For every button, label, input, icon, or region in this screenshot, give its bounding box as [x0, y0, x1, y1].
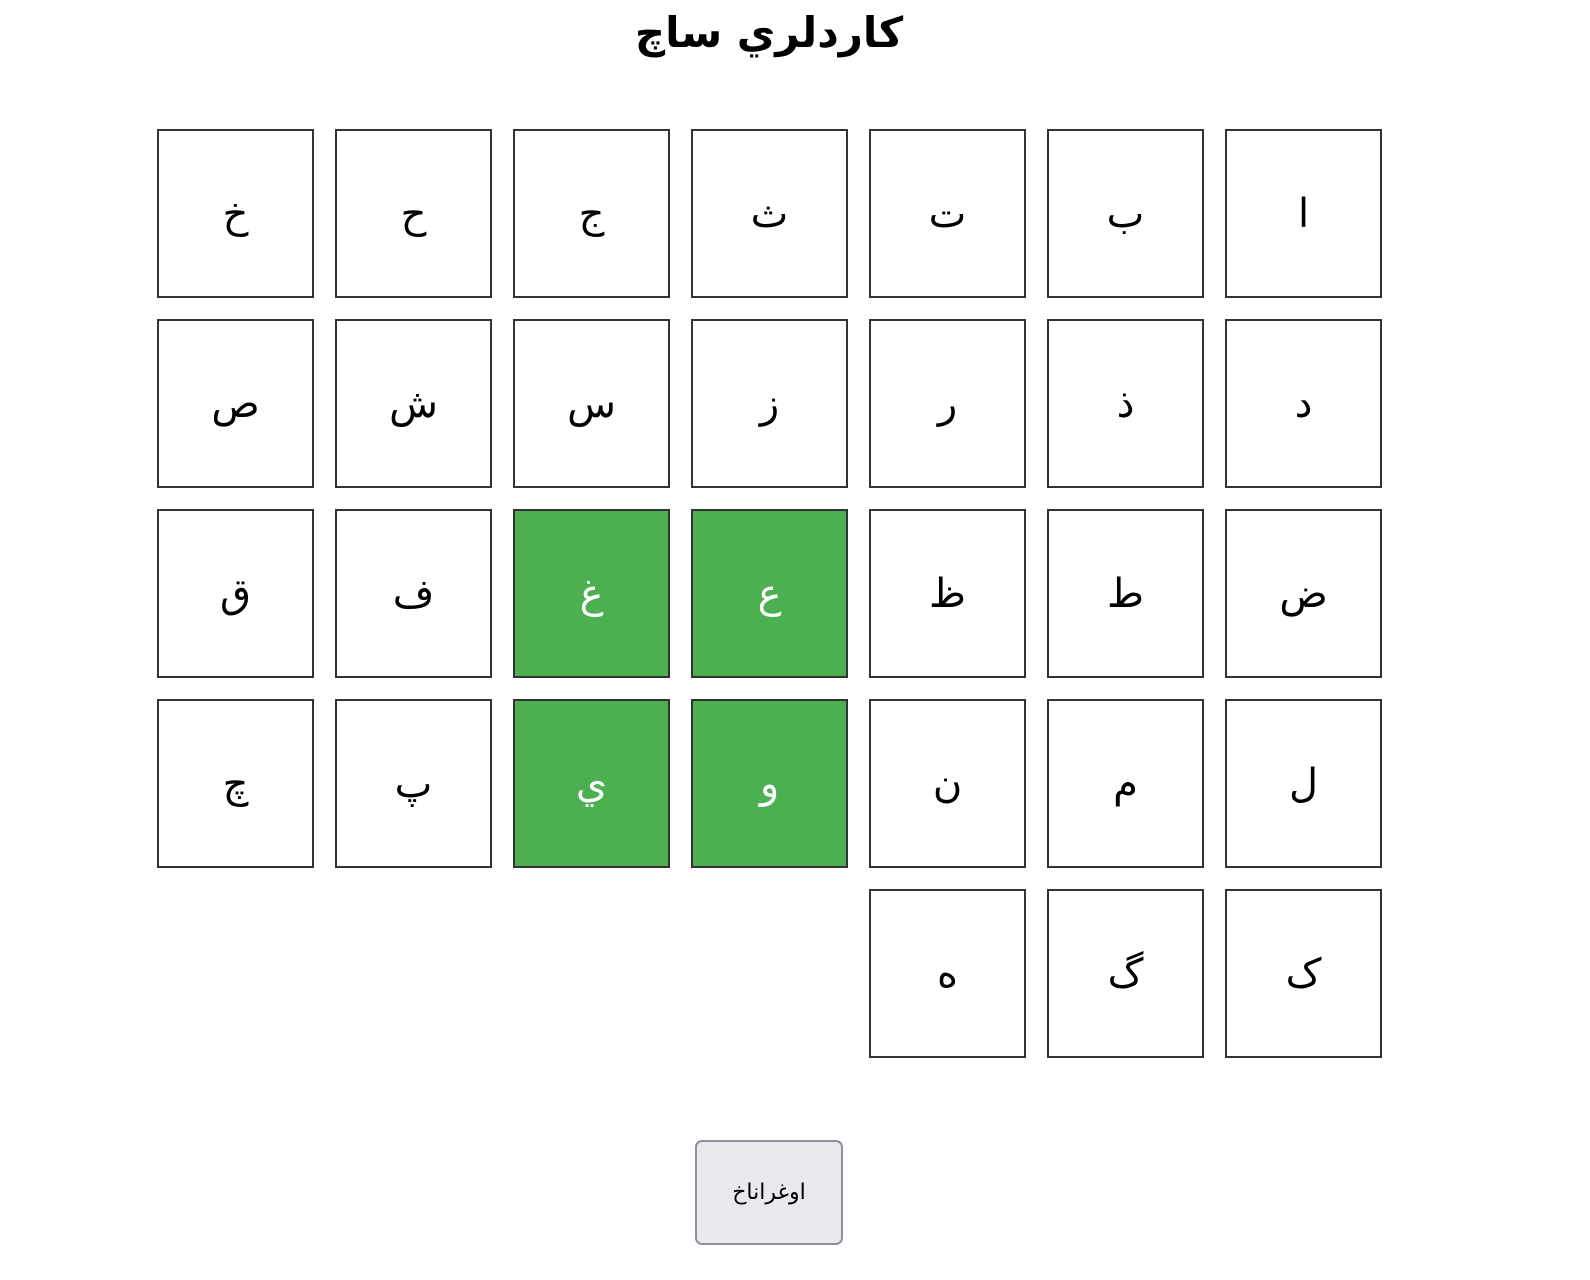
- letter-card[interactable]: ي: [513, 699, 670, 868]
- letter-card[interactable]: ف: [335, 509, 492, 678]
- letter-card[interactable]: د: [1225, 319, 1382, 488]
- letter-card[interactable]: ج: [513, 129, 670, 298]
- letter-card[interactable]: ح: [335, 129, 492, 298]
- letter-card[interactable]: ق: [157, 509, 314, 678]
- letter-card[interactable]: ت: [869, 129, 1026, 298]
- letter-card[interactable]: پ: [335, 699, 492, 868]
- letter-card[interactable]: ث: [691, 129, 848, 298]
- letter-card[interactable]: ز: [691, 319, 848, 488]
- letter-card[interactable]: ن: [869, 699, 1026, 868]
- letter-card[interactable]: م: [1047, 699, 1204, 868]
- letter-card[interactable]: غ: [513, 509, 670, 678]
- letter-card[interactable]: ب: [1047, 129, 1204, 298]
- letter-card[interactable]: ه: [869, 889, 1026, 1058]
- letter-card[interactable]: ظ: [869, 509, 1026, 678]
- letter-card[interactable]: ل: [1225, 699, 1382, 868]
- letter-card[interactable]: ض: [1225, 509, 1382, 678]
- page-title: كاردلري ساچ: [634, 8, 904, 57]
- letter-card[interactable]: ک: [1225, 889, 1382, 1058]
- letter-card[interactable]: ط: [1047, 509, 1204, 678]
- letter-card[interactable]: خ: [157, 129, 314, 298]
- letter-card[interactable]: چ: [157, 699, 314, 868]
- read-button[interactable]: اوغراناخ: [695, 1140, 843, 1245]
- letter-card[interactable]: ذ: [1047, 319, 1204, 488]
- letter-card[interactable]: ص: [157, 319, 314, 488]
- letter-card[interactable]: گ: [1047, 889, 1204, 1058]
- letter-card[interactable]: ع: [691, 509, 848, 678]
- letter-card[interactable]: ا: [1225, 129, 1382, 298]
- letter-card[interactable]: و: [691, 699, 848, 868]
- letter-card[interactable]: ش: [335, 319, 492, 488]
- letter-card[interactable]: ر: [869, 319, 1026, 488]
- letter-card[interactable]: س: [513, 319, 670, 488]
